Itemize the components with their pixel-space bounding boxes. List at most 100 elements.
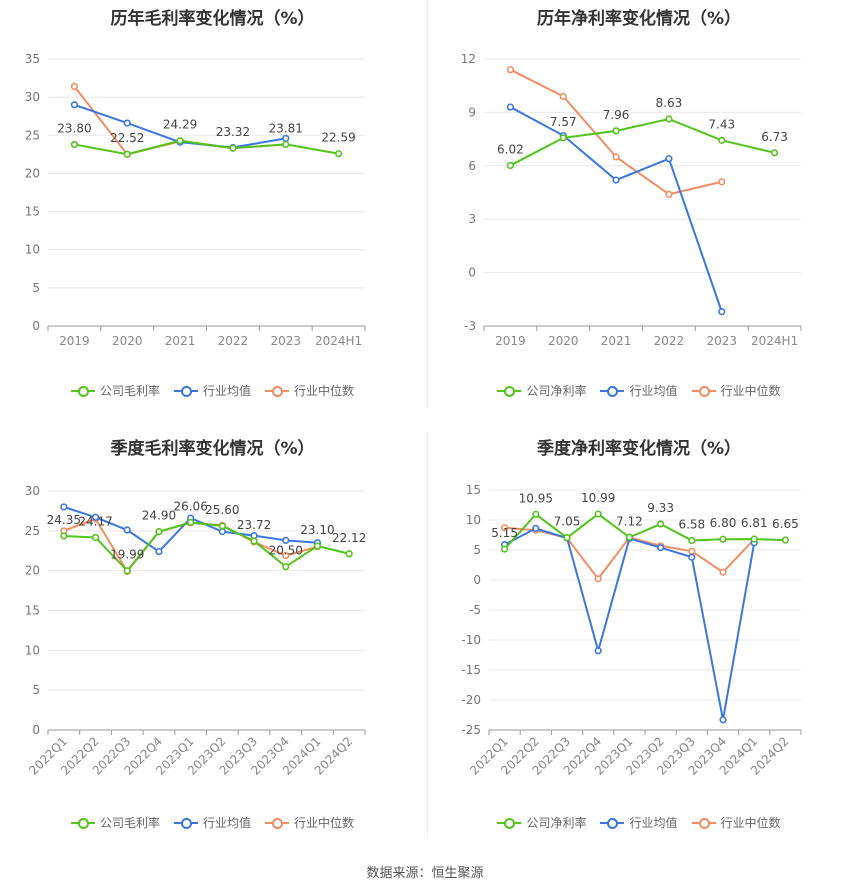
y-tick-label: 15	[25, 604, 40, 618]
y-tick-label: 0	[468, 266, 476, 280]
data-point	[718, 136, 726, 144]
data-point	[218, 528, 226, 536]
data-source-note: 数据来源：恒生聚源	[366, 866, 484, 881]
legend-item-company[interactable]: 公司净利率	[497, 814, 586, 831]
series-line-industry-avg	[509, 106, 723, 313]
x-tick-label: 2024H1	[751, 334, 798, 348]
data-point	[781, 536, 790, 544]
data-point	[665, 115, 673, 123]
legend-item-industry-median[interactable]: 行业中位数	[691, 814, 781, 831]
data-point	[70, 101, 79, 109]
y-tick-label: 10	[25, 243, 40, 257]
data-point	[657, 543, 665, 552]
data-point	[282, 563, 290, 571]
series-line-company	[74, 139, 339, 156]
data-label: 23.72	[237, 518, 271, 532]
data-label: 23.80	[57, 121, 91, 135]
y-tick-label: 35	[25, 52, 40, 66]
legend-item-industry-median[interactable]: 行业中位数	[265, 814, 354, 831]
data-point	[532, 524, 540, 532]
legend-label: 行业中位数	[294, 816, 355, 830]
legend-item-company[interactable]: 公司毛利率	[70, 382, 160, 399]
chart-svg-annual-gross: 0 5 10 15 20 25 30 35 2019 2020 2021 2022 2023 2024H1…	[25, 52, 366, 348]
data-point	[218, 522, 226, 530]
legend-label: 行业中位数	[720, 816, 781, 830]
data-point	[770, 149, 779, 157]
data-label: 9.33	[647, 501, 674, 515]
y-tick-label: 20	[25, 166, 40, 180]
data-label: 20.50	[269, 544, 303, 558]
legend-item-industry-median[interactable]: 行业中位数	[265, 382, 354, 399]
legend-item-industry-avg[interactable]: 行业均值	[173, 382, 251, 399]
data-point	[559, 92, 567, 100]
x-tick-label: 2021	[165, 334, 196, 348]
y-tick-label: 25	[25, 524, 40, 538]
legend-label: 公司毛利率	[99, 384, 160, 398]
data-label: 25.60	[205, 503, 239, 517]
data-label: 6.58	[678, 518, 705, 532]
chart-panel-annual-net: 历年净利率变化情况（%） -3 0 3 6 9 12 2019 2020 2021 2022 202…	[428, 0, 850, 410]
x-tick-label: 2022	[218, 334, 249, 348]
legend-item-company[interactable]: 公司净利率	[497, 382, 586, 399]
data-label: 10.99	[581, 491, 615, 505]
y-tick-label: -15	[461, 663, 481, 677]
legend-label: 公司净利率	[526, 816, 587, 830]
data-point	[282, 536, 290, 544]
legend-label: 行业均值	[202, 816, 251, 830]
y-tick-label: 9	[468, 105, 476, 119]
data-point	[229, 144, 237, 152]
data-point	[665, 155, 673, 163]
chart-title: 历年毛利率变化情况（%）	[110, 9, 315, 29]
data-point	[657, 520, 665, 528]
legend-label: 行业中位数	[294, 384, 355, 398]
legend-item-industry-avg[interactable]: 行业均值	[173, 814, 251, 831]
data-point	[506, 161, 515, 170]
data-point	[282, 140, 290, 148]
legend-item-industry-avg[interactable]: 行业均值	[600, 814, 678, 831]
data-label: 6.81	[741, 516, 768, 530]
y-tick-label: 10	[466, 513, 481, 527]
chart-panel-quarterly-gross: 季度毛利率变化情况（%） 0 5 10 15 20 25 30 2022Q1 2022Q2 202…	[0, 428, 425, 848]
data-label: 26.06	[173, 499, 207, 513]
y-tick-label: 15	[466, 483, 481, 497]
data-point	[594, 575, 602, 583]
data-label: 6.02	[497, 142, 524, 156]
series-line-company	[63, 521, 350, 573]
y-tick-label: -3	[464, 319, 476, 333]
chart-title: 季度净利率变化情况（%）	[536, 439, 742, 459]
chart-svg-annual-net: -3 0 3 6 9 12 2019 2020 2021 2022 2023 2024H1 6.02 7.…	[461, 52, 802, 348]
chart-title: 历年净利率变化情况（%）	[536, 9, 742, 29]
data-point	[719, 535, 727, 543]
data-point	[123, 526, 131, 534]
data-point	[176, 137, 184, 145]
data-label: 22.59	[321, 131, 355, 145]
y-tick-label: 12	[461, 52, 476, 66]
series-line-company	[509, 117, 775, 167]
legend-swatch-icon	[691, 817, 716, 829]
legend-swatch-icon	[600, 385, 625, 397]
data-label: 7.05	[554, 515, 581, 529]
legend-item-industry-avg[interactable]: 行业均值	[600, 382, 678, 399]
data-point	[559, 134, 567, 142]
data-point	[123, 567, 131, 575]
data-label: 23.32	[216, 125, 250, 139]
data-point	[719, 568, 727, 576]
x-tick-label: 2020	[112, 334, 143, 348]
data-label: 22.12	[332, 531, 366, 545]
legend-item-company[interactable]: 公司毛利率	[70, 814, 160, 831]
y-tick-label: 20	[25, 564, 40, 578]
data-label: 7.43	[708, 117, 735, 131]
legend-swatch-icon	[497, 385, 522, 397]
data-label: 24.90	[142, 509, 176, 523]
y-tick-label: 5	[32, 683, 40, 697]
data-point	[282, 134, 290, 142]
y-tick-label: 5	[473, 543, 481, 557]
data-point	[91, 513, 100, 521]
data-point	[60, 532, 68, 540]
data-label: 23.81	[269, 121, 303, 135]
legend-swatch-icon	[70, 385, 95, 397]
data-point	[60, 503, 68, 511]
x-tick-label: 2019	[495, 334, 526, 348]
legend-swatch-icon	[70, 817, 95, 829]
legend-item-industry-median[interactable]: 行业中位数	[691, 382, 781, 399]
